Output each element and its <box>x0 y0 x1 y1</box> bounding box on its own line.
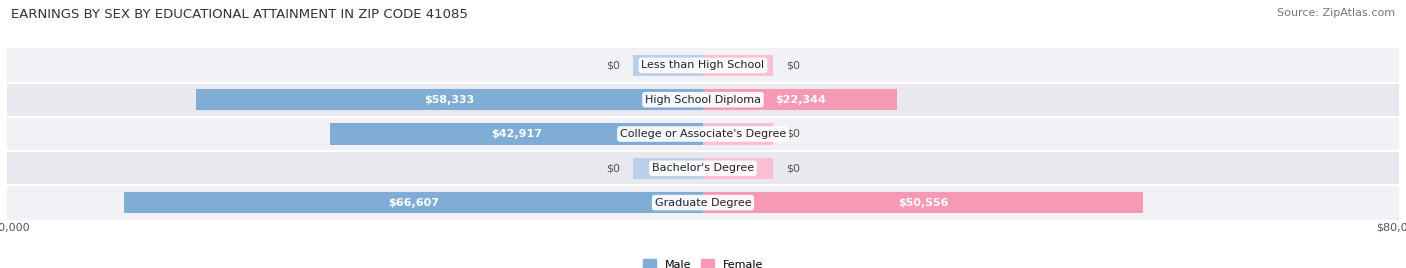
Bar <box>703 89 897 110</box>
Text: College or Associate's Degree: College or Associate's Degree <box>620 129 786 139</box>
Bar <box>703 55 773 76</box>
Text: Less than High School: Less than High School <box>641 60 765 70</box>
Text: $42,917: $42,917 <box>491 129 541 139</box>
Text: Bachelor's Degree: Bachelor's Degree <box>652 163 754 173</box>
Text: $58,333: $58,333 <box>425 95 474 105</box>
Bar <box>329 123 703 145</box>
Text: EARNINGS BY SEX BY EDUCATIONAL ATTAINMENT IN ZIP CODE 41085: EARNINGS BY SEX BY EDUCATIONAL ATTAINMEN… <box>11 8 468 21</box>
Bar <box>7 151 1399 185</box>
Text: $22,344: $22,344 <box>775 95 825 105</box>
Text: Graduate Degree: Graduate Degree <box>655 198 751 208</box>
Text: Source: ZipAtlas.com: Source: ZipAtlas.com <box>1277 8 1395 18</box>
Bar <box>7 185 1399 220</box>
Bar <box>7 117 1399 151</box>
Bar <box>7 48 1399 83</box>
Bar <box>7 83 1399 117</box>
Bar <box>703 158 773 179</box>
Text: $0: $0 <box>606 163 620 173</box>
Bar <box>633 158 703 179</box>
Bar <box>195 89 703 110</box>
Text: $0: $0 <box>786 163 800 173</box>
Text: $0: $0 <box>606 60 620 70</box>
Bar <box>703 192 1143 213</box>
Bar <box>124 192 703 213</box>
Text: $0: $0 <box>786 129 800 139</box>
Text: $50,556: $50,556 <box>897 198 948 208</box>
Bar <box>703 123 773 145</box>
Legend: Male, Female: Male, Female <box>638 255 768 268</box>
Text: $0: $0 <box>786 60 800 70</box>
Text: High School Diploma: High School Diploma <box>645 95 761 105</box>
Bar <box>633 55 703 76</box>
Text: $66,607: $66,607 <box>388 198 439 208</box>
